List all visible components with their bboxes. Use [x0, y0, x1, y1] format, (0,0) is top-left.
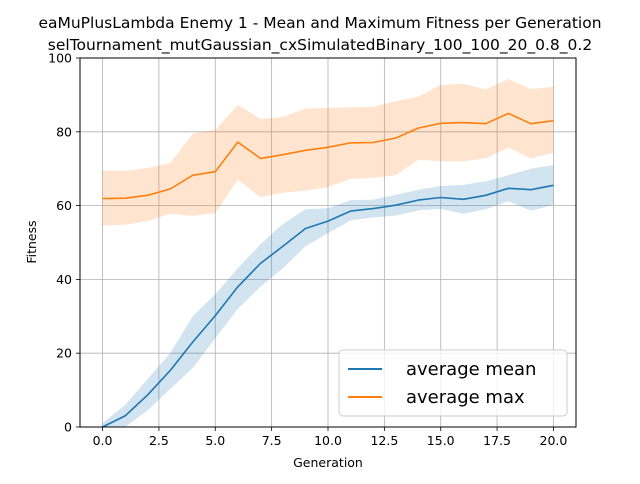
x-tick-label: 2.5 — [149, 433, 169, 448]
x-tick-label: 20.0 — [540, 433, 568, 448]
x-tick-label: 5.0 — [205, 433, 225, 448]
y-axis-label: Fitness — [24, 220, 39, 263]
series-line-average-max — [102, 112, 554, 200]
tick-layer: 0.0 2.5 5.0 7.5 10.0 12.5 15.0 17.5 20.0 0 20 40 60 8… — [48, 51, 567, 449]
x-tick-label: 7.5 — [262, 433, 282, 448]
legend-label-average-max: average max — [406, 387, 525, 408]
series-line-average-mean — [102, 184, 554, 428]
y-tick-label: 100 — [48, 51, 72, 66]
y-tick-label: 0 — [64, 420, 72, 435]
x-tick-label: 17.5 — [483, 433, 511, 448]
series-band-average-max — [102, 79, 554, 226]
legend-label-average-mean: average mean — [406, 359, 536, 380]
y-tick-label: 40 — [56, 272, 72, 287]
y-tick-label: 20 — [56, 346, 72, 361]
x-tick-label: 0.0 — [93, 433, 113, 448]
legend: average mean average max — [338, 349, 568, 417]
x-tick-label: 10.0 — [314, 433, 342, 448]
y-tick-label: 80 — [56, 124, 72, 139]
band-layer — [102, 79, 554, 427]
x-axis-label: Generation — [293, 455, 363, 470]
legend-box — [338, 349, 568, 417]
y-tick-label: 60 — [56, 198, 72, 213]
x-tick-label: 15.0 — [427, 433, 455, 448]
line-layer — [102, 112, 554, 428]
chart-subtitle: selTournament_mutGaussian_cxSimulatedBin… — [48, 36, 592, 55]
x-tick-label: 12.5 — [370, 433, 398, 448]
series-band-average-mean — [102, 165, 554, 427]
chart-title: eaMuPlusLambda Enemy 1 - Mean and Maximu… — [38, 14, 601, 32]
